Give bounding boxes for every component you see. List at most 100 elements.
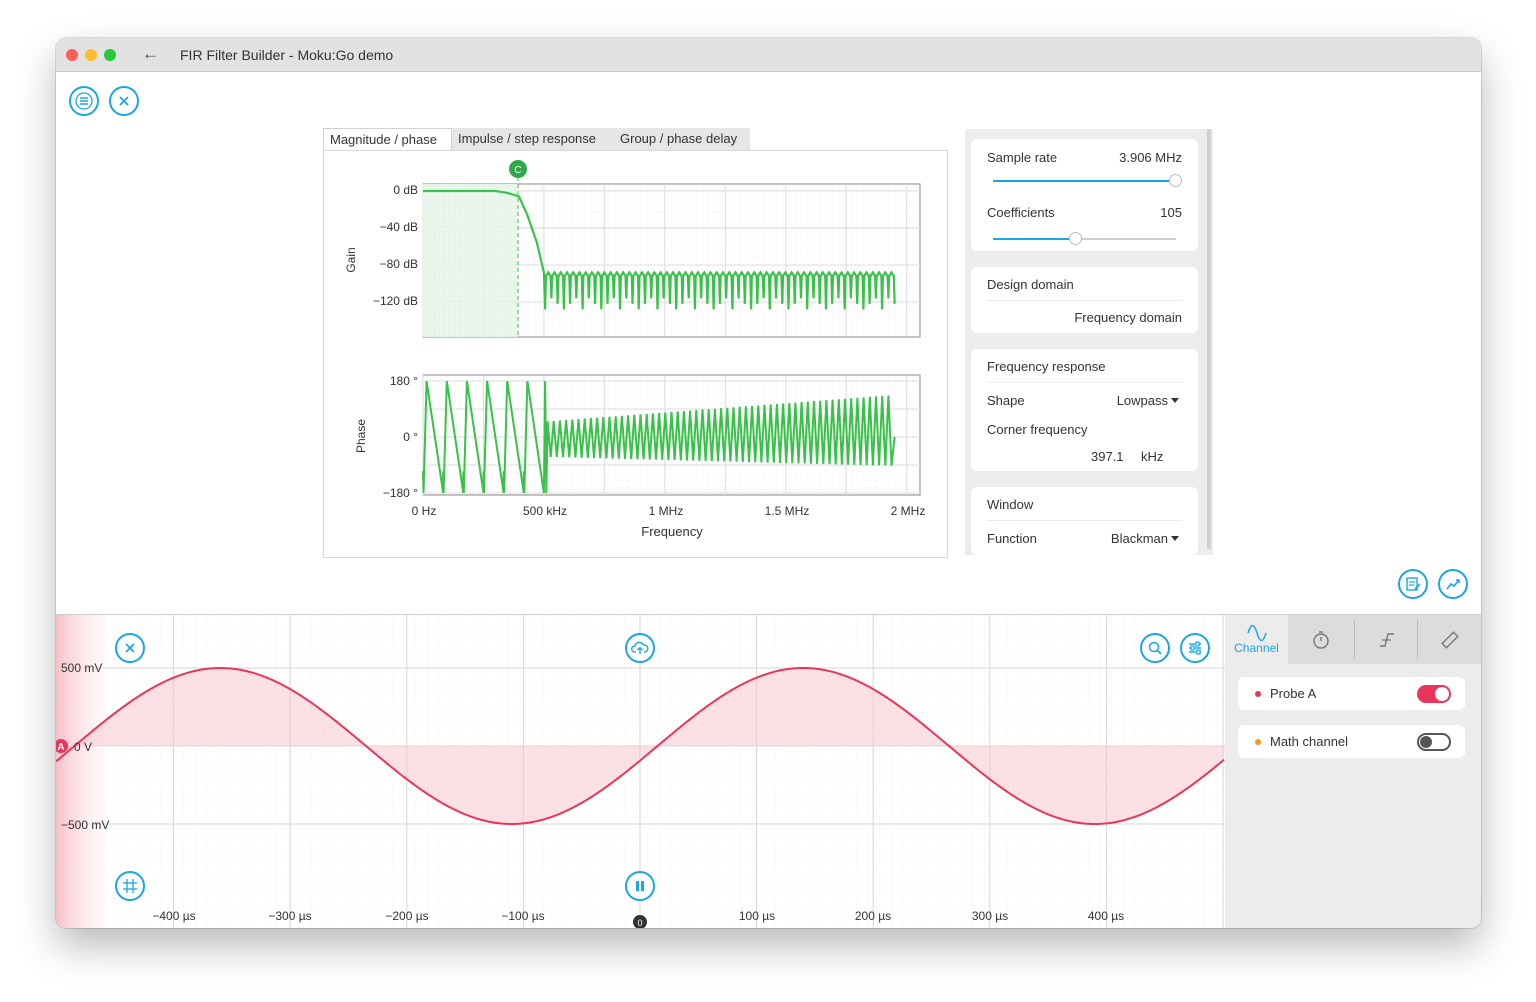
scope-ytick: 0 V xyxy=(74,740,92,754)
phase-trace xyxy=(422,380,896,494)
toggle-knob xyxy=(1435,687,1449,701)
coefficients-label: Coefficients xyxy=(987,205,1055,220)
channel-panel-tabs: Channel xyxy=(1225,615,1481,664)
tab-trigger[interactable] xyxy=(1355,615,1418,664)
close-window-button[interactable] xyxy=(66,49,78,61)
close-scope-button[interactable] xyxy=(115,633,145,663)
sample-rate-slider-fill xyxy=(993,180,1173,182)
corner-frequency-unit: kHz xyxy=(1141,449,1164,464)
shape-value: Lowpass xyxy=(1116,393,1168,408)
trigger-position-handle[interactable] xyxy=(633,915,647,928)
frequency-response-card: Frequency response Shape Lowpass Corner … xyxy=(971,349,1198,471)
close-icon xyxy=(119,96,129,106)
dropdown-caret-icon xyxy=(1171,536,1179,541)
toggle-knob xyxy=(1420,736,1432,748)
stopwatch-icon xyxy=(1312,630,1329,649)
export-report-button[interactable] xyxy=(1398,569,1428,599)
scope-xtick: 200 µs xyxy=(855,909,891,923)
freq-xtick: 1 MHz xyxy=(649,504,684,518)
search-icon xyxy=(1148,641,1162,655)
settings-scrollbar[interactable] xyxy=(1207,129,1211,549)
phase-ylabel: Phase xyxy=(354,419,368,453)
divider xyxy=(987,382,1182,383)
trigger-marker: 0 xyxy=(637,918,642,928)
freq-xtick: 1.5 MHz xyxy=(765,504,810,518)
freq-xtick: 0 Hz xyxy=(412,504,437,518)
divider xyxy=(987,300,1182,301)
tab-timebase[interactable] xyxy=(1289,615,1352,664)
freq-xlabel: Frequency xyxy=(641,524,703,539)
scope-ytick: 500 mV xyxy=(61,661,102,675)
window-title: Window xyxy=(987,497,1034,512)
pause-button[interactable] xyxy=(625,871,655,901)
close-instrument-button[interactable] xyxy=(109,86,139,116)
corner-cursor-handle[interactable] xyxy=(509,160,527,178)
tab-divider xyxy=(1417,620,1418,659)
design-domain-value[interactable]: Frequency domain xyxy=(1074,310,1182,325)
shape-label: Shape xyxy=(987,393,1025,408)
phase-ytick: 0 ° xyxy=(403,430,418,444)
probe-a-row[interactable]: Probe A xyxy=(1238,677,1465,710)
tab-group-phase-delay[interactable]: Group / phase delay xyxy=(614,128,750,150)
phase-ytick: 180 ° xyxy=(390,374,418,388)
phase-plot-area xyxy=(422,374,921,496)
cloud-upload-button[interactable] xyxy=(625,633,655,663)
sliders-icon xyxy=(1189,641,1201,655)
tab-channel-label: Channel xyxy=(1234,640,1279,655)
channel-a-offset-handle[interactable] xyxy=(56,739,68,753)
tab-channel[interactable]: Channel xyxy=(1225,615,1288,664)
gain-ytick: −120 dB xyxy=(373,294,418,308)
main-menu-button[interactable] xyxy=(69,86,99,116)
gain-ytick: 0 dB xyxy=(393,183,418,197)
zoom-button[interactable] xyxy=(1140,633,1170,663)
scope-ytick: −500 mV xyxy=(61,818,109,832)
scope-settings-button[interactable] xyxy=(1180,633,1210,663)
function-select[interactable]: Blackman xyxy=(987,531,1182,546)
grid-toggle-button[interactable] xyxy=(115,871,145,901)
corner-frequency-value[interactable]: 397.1 xyxy=(1091,449,1124,464)
ruler-icon xyxy=(1440,630,1459,649)
settings-panel: Sample rate 3.906 MHz Coefficients 105 D… xyxy=(965,129,1213,555)
title-bar: ← FIR Filter Builder - Moku:Go demo xyxy=(56,38,1481,72)
tab-measurements[interactable] xyxy=(1418,615,1481,664)
freq-xtick: 500 kHz xyxy=(523,504,567,518)
cloud-upload-icon xyxy=(631,641,649,654)
menu-icon xyxy=(75,92,93,110)
shape-select[interactable]: Lowpass xyxy=(987,393,1182,408)
show-chart-button[interactable] xyxy=(1438,569,1468,599)
passband-shade xyxy=(423,184,518,337)
frequency-response-svg: C 0 dB −40 dB −80 dB −120 dB Gain 180 ° … xyxy=(344,160,925,539)
gain-trace xyxy=(423,189,896,310)
window-card: Window Function Blackman xyxy=(971,487,1198,555)
minimize-window-button[interactable] xyxy=(85,49,97,61)
coefficients-slider[interactable] xyxy=(993,238,1176,240)
scope-xtick: −200 µs xyxy=(385,909,428,923)
coefficients-value[interactable]: 105 xyxy=(1160,205,1182,220)
math-channel-row[interactable]: Math channel xyxy=(1238,725,1465,758)
sample-rate-slider-knob[interactable] xyxy=(1169,174,1182,187)
phase-ytick: −180 ° xyxy=(383,486,418,500)
tab-divider xyxy=(1354,620,1355,659)
dropdown-caret-icon xyxy=(1171,398,1179,403)
design-domain-card: Design domain Frequency domain xyxy=(971,267,1198,333)
close-icon xyxy=(125,643,135,653)
trend-line-icon xyxy=(1446,579,1460,590)
scope-xtick: 100 µs xyxy=(739,909,775,923)
probe-a-toggle[interactable] xyxy=(1417,685,1451,703)
probe-a-color-dot xyxy=(1255,691,1261,697)
scope-xtick: 300 µs xyxy=(972,909,1008,923)
zoom-window-button[interactable] xyxy=(104,49,116,61)
gain-ytick: −80 dB xyxy=(380,257,418,271)
coefficients-slider-knob[interactable] xyxy=(1069,232,1082,245)
sample-rate-value[interactable]: 3.906 MHz xyxy=(1119,150,1182,165)
tab-magnitude-phase[interactable]: Magnitude / phase xyxy=(323,128,452,150)
math-channel-toggle[interactable] xyxy=(1417,733,1451,751)
gain-ylabel: Gain xyxy=(344,247,358,272)
tab-impulse-step[interactable]: Impulse / step response xyxy=(452,128,614,150)
probe-a-trace xyxy=(56,667,1225,825)
frequency-response-plot: C 0 dB −40 dB −80 dB −120 dB Gain 180 ° … xyxy=(323,150,948,558)
back-arrow-icon[interactable]: ← xyxy=(142,44,159,63)
out-of-range-shade xyxy=(56,615,106,928)
scope-xtick: 400 µs xyxy=(1088,909,1124,923)
probe-a-fill xyxy=(56,668,1225,824)
